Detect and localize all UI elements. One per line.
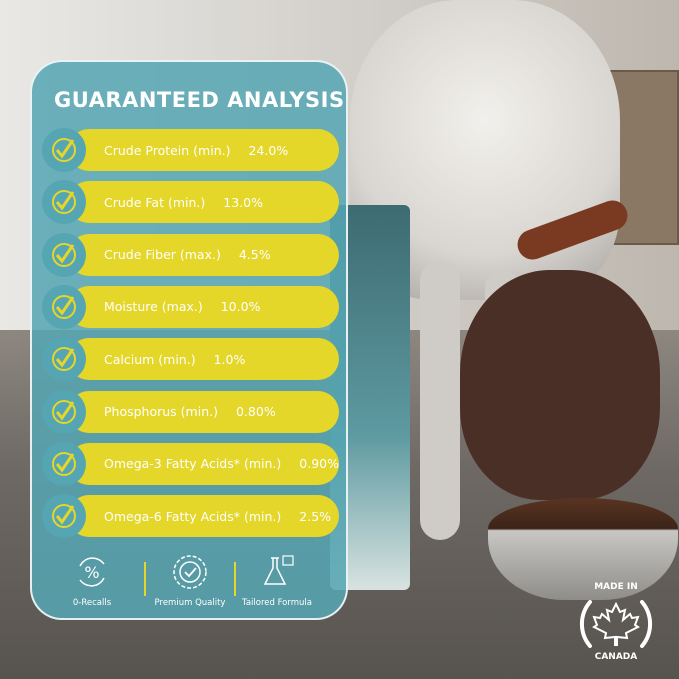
- analysis-pill: Moisture (max.) 10.0%: [68, 285, 339, 328]
- nutrient-value: 4.5%: [238, 247, 271, 263]
- analysis-row: Crude Protein (min.) 24.0%: [42, 128, 339, 172]
- guaranteed-analysis-panel: GUARANTEED ANALYSIS Crude Protein (min.)…: [30, 60, 348, 620]
- nutrient-label: Calcium (min.): [104, 351, 196, 367]
- svg-text:%: %: [84, 563, 99, 582]
- analysis-row: Crude Fiber (max.) 4.5%: [42, 232, 339, 277]
- nutrient-label: Crude Fat (min.): [104, 194, 206, 210]
- badge-text-bottom: CANADA: [594, 652, 638, 662]
- nutrient-value: 0.90%: [299, 456, 339, 472]
- analysis-pill: Omega-3 Fatty Acids* (min.) 0.90%: [68, 442, 339, 485]
- analysis-pill: Phosphorus (min.) 0.80%: [68, 390, 339, 433]
- nutrient-label: Crude Fiber (max.): [104, 247, 221, 263]
- feature-label: Premium Quality: [154, 598, 226, 608]
- feature-0-recalls: % 0-Recalls: [47, 552, 137, 608]
- quality-seal-icon: [173, 555, 207, 589]
- analysis-row: Calcium (min.) 1.0%: [42, 337, 339, 382]
- feature-label: Tailored Formula: [242, 598, 312, 608]
- dog-head: [460, 270, 660, 500]
- check-icon: [42, 494, 86, 539]
- analysis-row: Moisture (max.) 10.0%: [42, 284, 339, 329]
- check-icon: [42, 389, 86, 434]
- dog-leg: [420, 260, 460, 540]
- maple-leaf-icon: [579, 600, 653, 648]
- check-icon: [42, 441, 86, 486]
- percent-cycle-icon: %: [79, 557, 105, 587]
- nutrient-value: 0.80%: [235, 404, 276, 419]
- analysis-pill: Calcium (min.) 1.0%: [68, 338, 339, 381]
- analysis-pill: Crude Fiber (max.) 4.5%: [68, 233, 339, 276]
- divider: [234, 562, 236, 596]
- nutrient-value: 10.0%: [220, 299, 261, 315]
- analysis-pill: Omega-6 Fatty Acids* (min.) 2.5%: [68, 495, 339, 538]
- check-icon: [42, 284, 86, 329]
- nutrient-label: Omega-6 Fatty Acids* (min.): [104, 508, 282, 524]
- flask-icon: [263, 555, 294, 585]
- analysis-row: Omega-3 Fatty Acids* (min.) 0.90%: [42, 441, 339, 486]
- analysis-row: Phosphorus (min.) 0.80%: [42, 389, 339, 434]
- made-in-canada-badge: MADE IN CANADA: [570, 580, 662, 668]
- nutrient-value: 24.0%: [248, 142, 289, 158]
- nutrient-label: Moisture (max.): [104, 299, 203, 315]
- check-icon: [42, 232, 86, 277]
- analysis-pill: Crude Fat (min.) 13.0%: [68, 181, 339, 224]
- food-bowl: [488, 498, 678, 600]
- nutrient-label: Omega-3 Fatty Acids* (min.): [104, 456, 282, 472]
- nutrient-value: 1.0%: [213, 351, 246, 367]
- feature-premium-quality: Premium Quality: [145, 552, 235, 608]
- nutrient-label: Phosphorus (min.): [104, 404, 218, 419]
- analysis-pill: Crude Protein (min.) 24.0%: [68, 129, 339, 171]
- panel-title: GUARANTEED ANALYSIS: [54, 88, 345, 112]
- nutrient-label: Crude Protein (min.): [104, 142, 231, 158]
- feature-tailored-formula: Tailored Formula: [232, 552, 322, 608]
- check-icon: [42, 180, 86, 225]
- analysis-row: Omega-6 Fatty Acids* (min.) 2.5%: [42, 494, 339, 539]
- check-icon: [42, 337, 86, 382]
- feature-label: 0-Recalls: [72, 598, 112, 608]
- nutrient-value: 13.0%: [223, 194, 263, 210]
- check-icon: [42, 128, 86, 172]
- nutrient-value: 2.5%: [299, 508, 332, 524]
- divider: [144, 562, 146, 596]
- badge-text-top: MADE IN: [594, 582, 638, 592]
- analysis-row: Crude Fat (min.) 13.0%: [42, 180, 339, 225]
